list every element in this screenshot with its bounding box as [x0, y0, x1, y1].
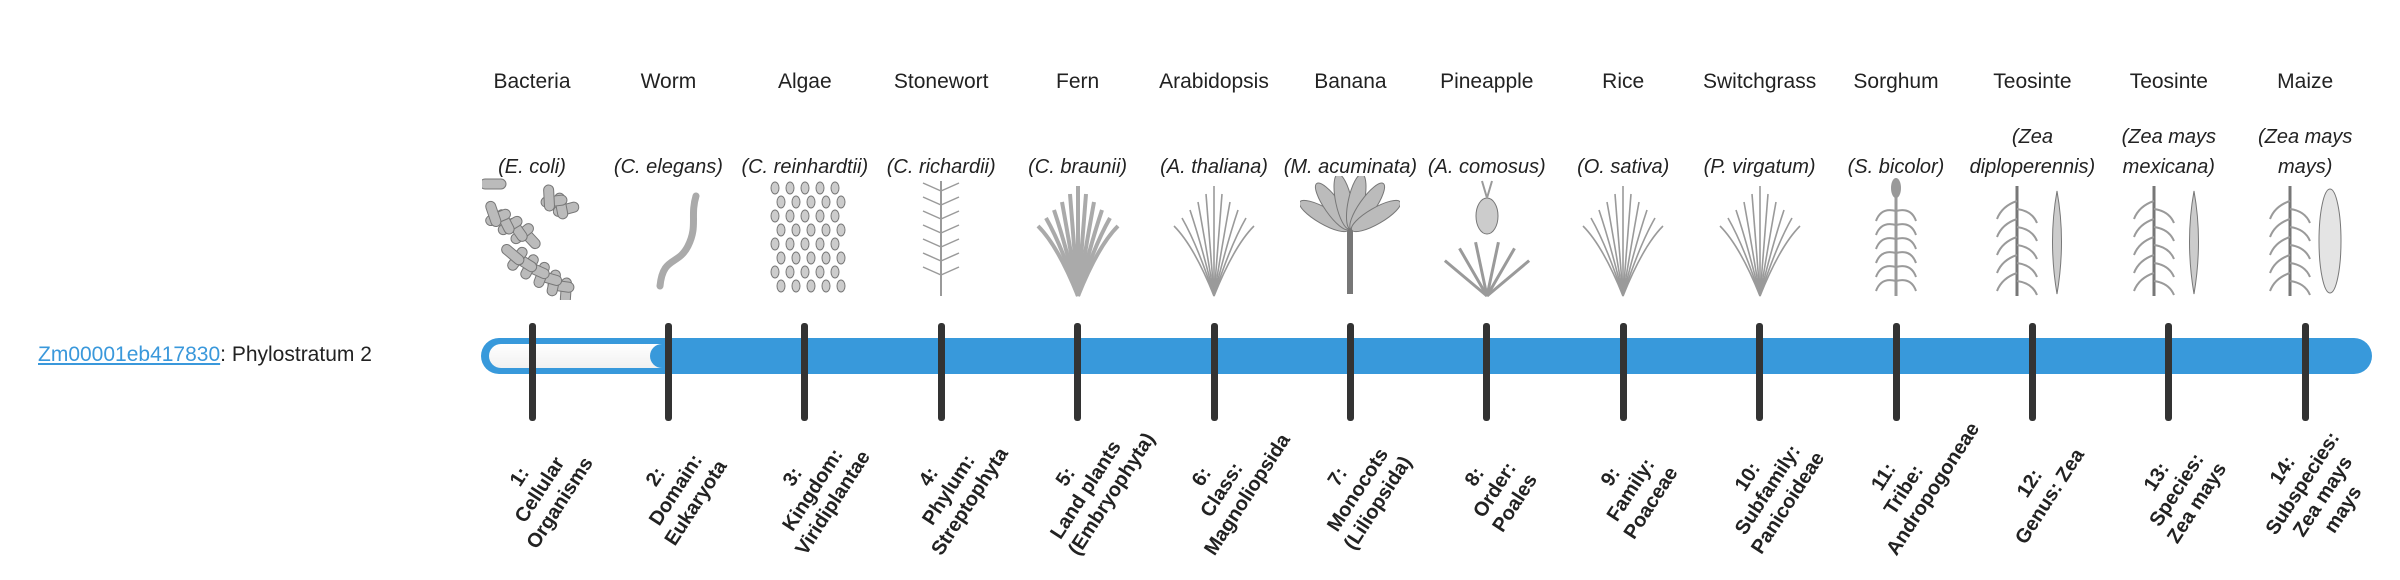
common-name: Stonewort [893, 70, 989, 93]
species-name: (O. sativa) [1551, 118, 1695, 182]
rank-label: 5: Land plants (Embryophyta) [1023, 420, 1159, 560]
stratum-tick [1210, 323, 1218, 421]
common-name: Maize [2277, 70, 2334, 93]
species-text: (C. richardii) [886, 156, 996, 178]
algae-icon [755, 176, 855, 300]
arabidopsis-icon [1164, 176, 1264, 300]
maize-icon [2255, 176, 2355, 300]
rank-label: 10: Subfamily: Panicoideae [1705, 420, 1831, 560]
rank-label: 11: Tribe: Andropogoneae [1841, 419, 1984, 560]
rank-label: 2: Domain: Eukaryota [614, 420, 740, 560]
common-name: Worm [640, 70, 697, 93]
species-text: (C. elegans) [613, 156, 723, 178]
common-name: Teosinte [2129, 70, 2208, 93]
common-name: Bacteria [493, 70, 571, 93]
rank-label: 6: Class: Magnoliopsida [1159, 420, 1295, 560]
stratum-tick [1892, 323, 1900, 421]
bar-unfilled-segment [489, 344, 663, 368]
common-name: Fern [1056, 70, 1100, 93]
rank-label: 4: Phylum: Streptophyta [886, 420, 1013, 560]
stratum-tick [1074, 323, 1082, 421]
common-name: Rice [1602, 70, 1645, 93]
species-text: (A. thaliana) [1160, 156, 1268, 178]
stratum-tick [664, 323, 672, 421]
rank-label: 13: Species: Zea mays [2114, 420, 2240, 560]
species-name: (E. coli) [460, 118, 604, 182]
rank-label: 1: Cellular Organisms [477, 420, 603, 560]
species-name: (C. reinhardtii) [733, 118, 877, 182]
species-text: (Zea mays mexicana) [2121, 126, 2217, 178]
common-name: Algae [777, 70, 832, 93]
species-name: (P. virgatum) [1688, 118, 1832, 182]
bacteria-icon [479, 176, 582, 305]
common-name: Sorghum [1853, 70, 1939, 93]
gene-link[interactable]: Zm00001eb417830 [38, 343, 221, 366]
species-name: (A. comosus) [1415, 118, 1559, 182]
teosinte-icon [2119, 176, 2219, 300]
stratum-tick [801, 323, 809, 421]
species-text: (A. comosus) [1427, 156, 1546, 178]
stratum-tick [2028, 323, 2036, 421]
stratum-tick [1619, 323, 1627, 421]
common-name: Switchgrass [1702, 70, 1817, 93]
species-text: (M. acuminata) [1283, 156, 1418, 178]
gene-label: Zm00001eb417830: Phylostratum 2 [38, 340, 372, 370]
rank-label: 8: Order: Poales [1432, 420, 1558, 560]
common-name: Arabidopsis [1159, 70, 1269, 93]
species-name: (Zea mays mays) [2233, 118, 2377, 182]
rank-name: Subspecies: Zea mays mays [2261, 428, 2367, 541]
sorghum-icon [1846, 176, 1946, 300]
species-text: (C. braunii) [1028, 156, 1128, 178]
species-text: (C. reinhardtii) [741, 156, 869, 178]
stratum-tick [1483, 323, 1491, 421]
rank-label: 14: Subspecies: Zea mays mays [2240, 414, 2386, 567]
stratum-tick [2301, 323, 2309, 421]
common-name: Pineapple [1440, 70, 1534, 93]
species-name: (C. elegans) [596, 118, 740, 182]
teosinte-icon [1982, 176, 2082, 300]
switchgrass-icon [1710, 176, 1810, 300]
species-text: (S. bicolor) [1847, 156, 1945, 178]
stratum-tick [528, 323, 536, 421]
rank-label: 9: Family: Poaceae [1568, 420, 1694, 560]
stonewort-icon [891, 176, 991, 300]
stratum-tick [1346, 323, 1354, 421]
fern-icon [1028, 176, 1128, 300]
species-text: (E. coli) [498, 156, 566, 178]
species-name: (A. thaliana) [1142, 118, 1286, 182]
worm-icon [618, 176, 718, 300]
phylostratum-bar [481, 338, 2372, 374]
species-text: (Zea mays mays) [2257, 126, 2353, 178]
common-name: Teosinte [1993, 70, 2072, 93]
species-name: (C. braunii) [1006, 118, 1150, 182]
stratum-tick [937, 323, 945, 421]
stratum-tick [2165, 323, 2173, 421]
species-text: (Zea diploperennis) [1969, 126, 2096, 178]
species-name: (Zea mays mexicana) [2097, 118, 2241, 182]
rice-icon [1573, 176, 1673, 300]
species-name: (Zea diploperennis) [1960, 118, 2104, 182]
rank-label: 12: Genus: Zea [1988, 427, 2094, 554]
common-name: Banana [1314, 70, 1387, 93]
rank-label: 7: Monocots (Liliopsida) [1296, 420, 1422, 560]
banana-icon [1299, 173, 1402, 300]
rank-label: 3: Kingdom: Viridiplantae [750, 420, 876, 560]
phylostratum-text: : Phylostratum 2 [220, 343, 372, 366]
pineapple-icon [1437, 176, 1537, 300]
species-text: (P. virgatum) [1703, 156, 1816, 178]
species-name: (M. acuminata) [1278, 118, 1422, 182]
species-name: (S. bicolor) [1824, 118, 1968, 182]
stratum-tick [1756, 323, 1764, 421]
species-text: (O. sativa) [1577, 156, 1670, 178]
species-name: (C. richardii) [869, 118, 1013, 182]
